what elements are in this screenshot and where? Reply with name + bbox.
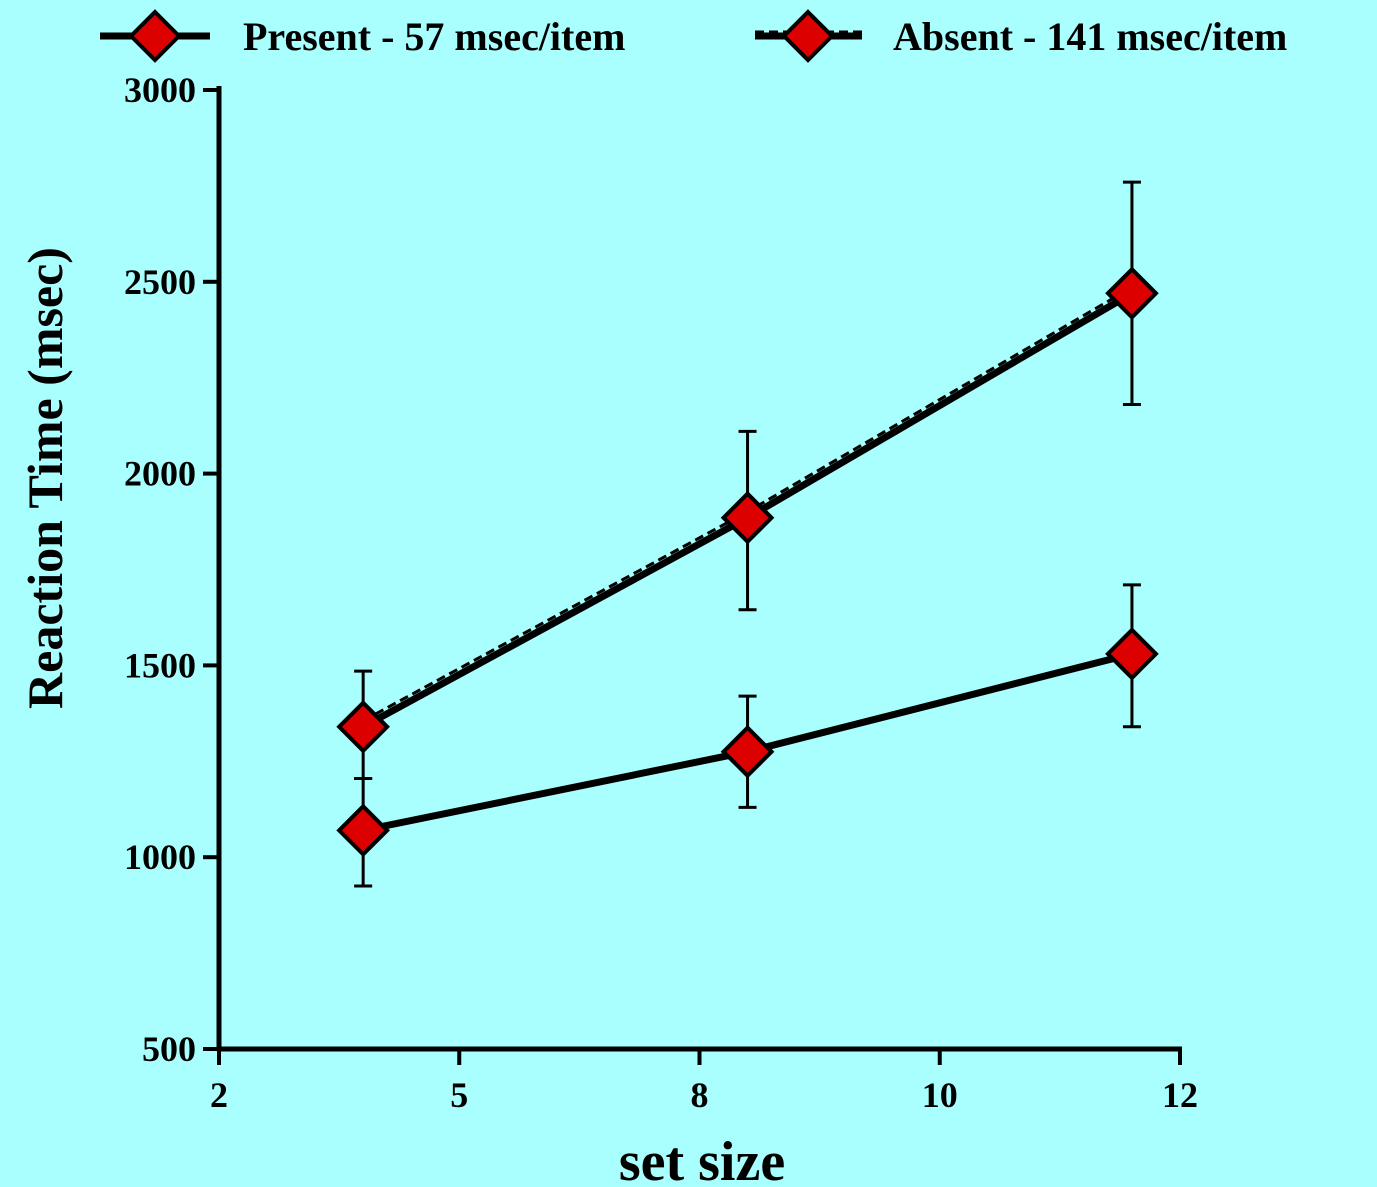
legend-absent-marker [781,9,835,63]
x-axis-title: set size [619,1131,785,1187]
y-tick-label: 1000 [124,837,196,877]
legend: Present - 57 msec/item Absent - 141 msec/… [100,9,1287,63]
series-absent-point [1105,266,1159,321]
series-absent-point [720,490,775,545]
x-ticks: 2 5 8 10 12 [210,1049,1198,1115]
x-tick-label: 5 [450,1075,468,1115]
x-tick-label: 12 [1162,1075,1198,1115]
x-tick-label: 2 [210,1075,228,1115]
y-tick-label: 2500 [124,262,196,302]
y-axis-title: Reaction Time (msec) [17,247,73,709]
series-present-point [720,724,775,779]
axes [216,86,1182,1052]
legend-absent-label: Absent - 141 msec/item [893,14,1287,59]
y-tick-label: 3000 [124,70,196,110]
plot-area [336,180,1159,888]
y-tick-label: 1500 [124,645,196,685]
legend-present-marker [128,9,182,63]
y-tick-label: 2000 [124,454,196,494]
y-ticks: 500 1000 1500 2000 2500 3000 [124,70,219,1069]
series-present-point [336,803,390,858]
series-absent-errorbars [354,180,1141,781]
y-tick-label: 500 [142,1029,196,1069]
legend-present-label: Present - 57 msec/item [243,14,625,59]
x-tick-label: 10 [922,1075,958,1115]
series-present-point [1105,627,1159,681]
series-absent-point [336,699,390,754]
x-tick-label: 8 [691,1075,709,1115]
